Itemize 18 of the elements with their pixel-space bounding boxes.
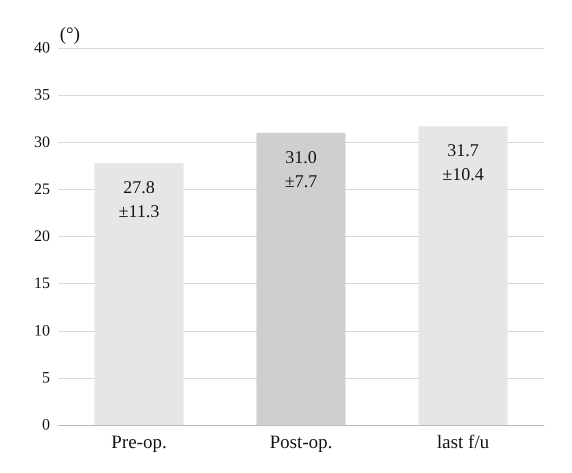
data-label: 31.0 ±7.7 <box>284 146 318 191</box>
x-tick-label: Post-op. <box>270 432 332 453</box>
data-label: 27.8 ±11.3 <box>118 176 160 221</box>
y-tick-label: 40 <box>34 40 50 56</box>
y-tick-label: 25 <box>34 180 50 198</box>
y-axis-title: (°) <box>60 24 80 45</box>
y-tick-label: 0 <box>42 416 50 434</box>
x-tick-label: last f/u <box>436 432 490 453</box>
y-tick-label: 20 <box>34 228 50 245</box>
bar <box>418 126 508 425</box>
y-tick-label: 10 <box>34 322 50 340</box>
bar <box>94 162 184 425</box>
y-tick-label: 5 <box>42 369 50 386</box>
y-tick-label: 35 <box>34 86 50 104</box>
y-tick-label: 30 <box>34 134 50 151</box>
data-label: 31.7 ±10.4 <box>442 140 484 184</box>
x-tick-label: Pre-op. <box>111 432 167 453</box>
y-tick-label: 15 <box>34 275 50 292</box>
